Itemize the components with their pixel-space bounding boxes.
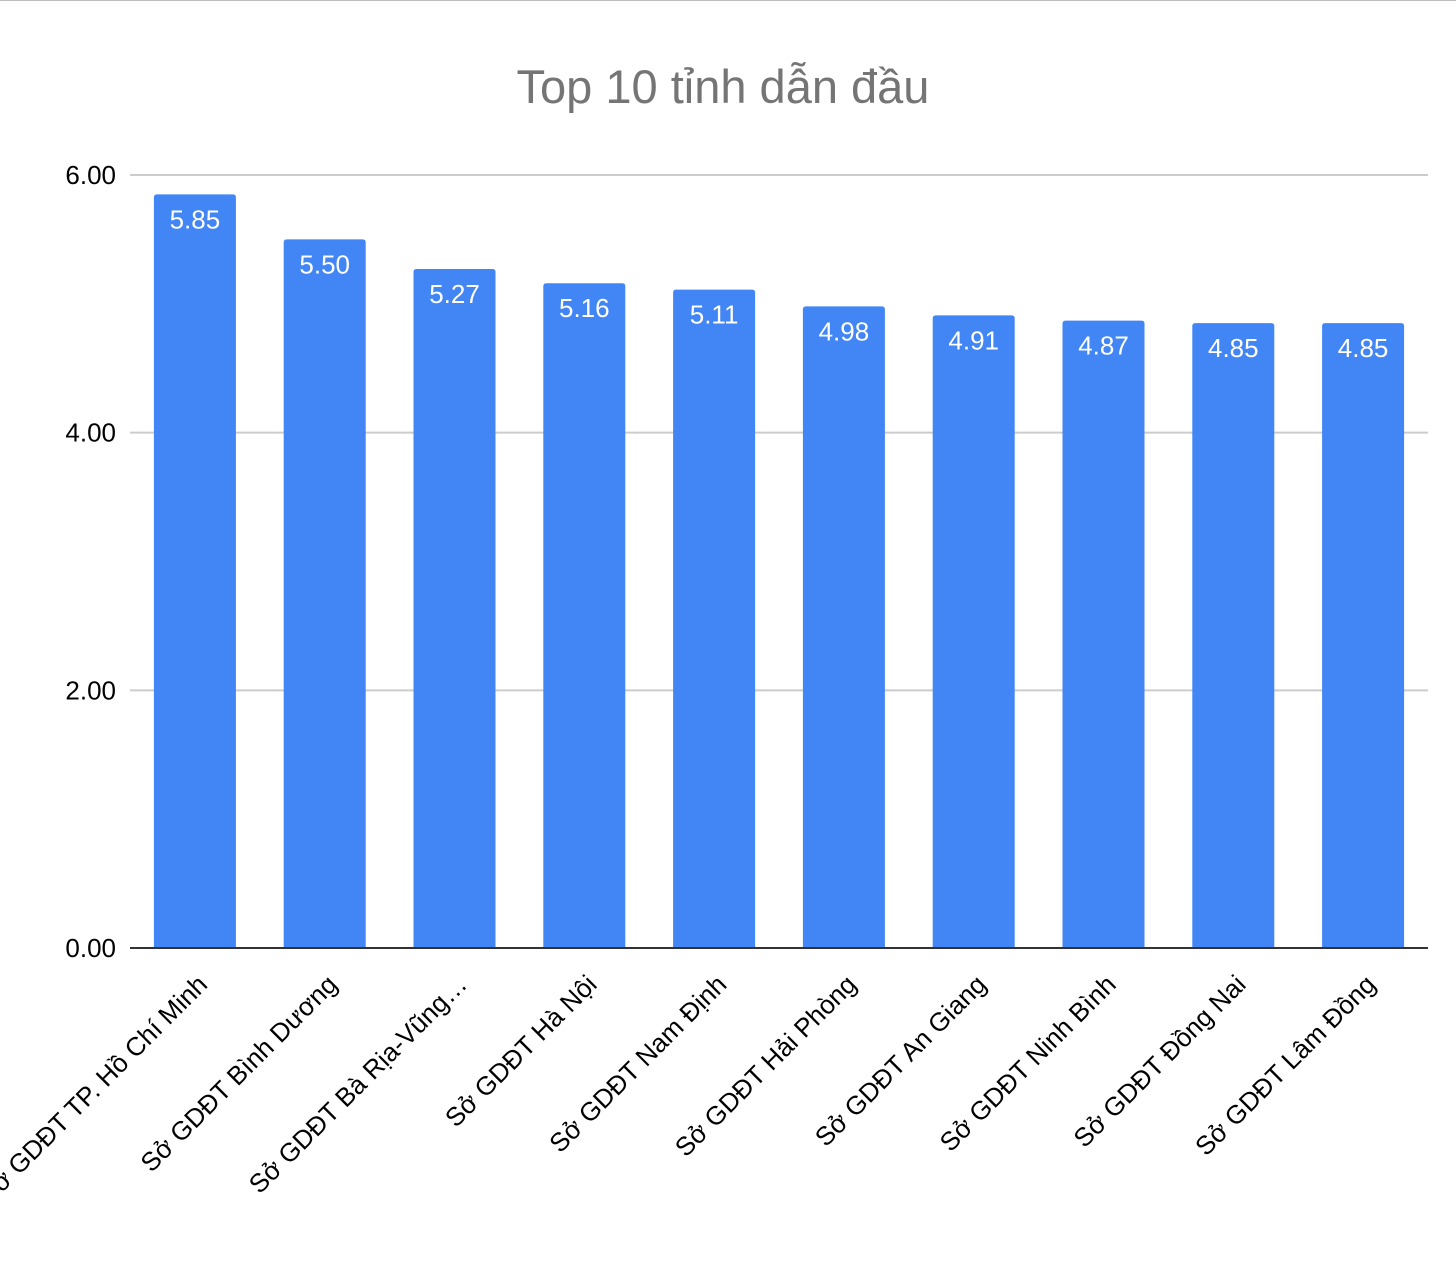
y-axis-tick-labels: 0.00 2.00 4.00 6.00 [65, 160, 116, 963]
data-label: 4.85 [1208, 333, 1259, 363]
data-label: 5.85 [170, 204, 221, 234]
bar [413, 269, 496, 948]
y-tick-label: 0.00 [65, 933, 116, 963]
data-label: 4.91 [948, 325, 999, 355]
data-label: 5.50 [299, 249, 350, 279]
bar [1192, 323, 1275, 948]
x-category-label: Sở GDĐT Bà Rịa-Vũng… [243, 969, 473, 1199]
bar [283, 239, 366, 948]
bar [673, 289, 756, 949]
y-tick-label: 4.00 [65, 418, 116, 448]
bars [153, 194, 1405, 949]
chart-title: Top 10 tỉnh dẫn đầu [517, 60, 930, 113]
bar [1322, 323, 1405, 948]
data-label: 5.16 [559, 293, 610, 323]
bar [543, 283, 626, 949]
bar [932, 315, 1015, 948]
data-label: 4.85 [1338, 333, 1389, 363]
bar [153, 194, 236, 948]
data-label: 5.27 [429, 279, 480, 309]
bar [1062, 320, 1145, 948]
data-label: 4.87 [1078, 331, 1129, 361]
bar [802, 306, 885, 948]
data-labels: 5.85 5.50 5.27 5.16 5.11 4.98 4.91 4.87 4.85 4.85 [170, 204, 1389, 363]
x-category-label: Sở GDĐT TP. Hồ Chí Minh [0, 969, 213, 1210]
y-tick-label: 2.00 [65, 675, 116, 705]
data-label: 4.98 [819, 316, 870, 346]
data-label: 5.11 [690, 300, 739, 330]
y-tick-label: 6.00 [65, 160, 116, 190]
